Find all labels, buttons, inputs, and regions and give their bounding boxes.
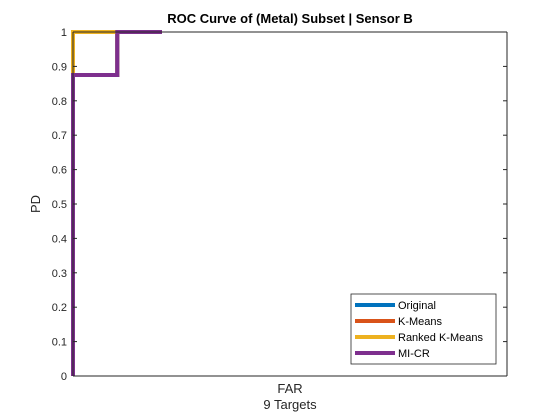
y-tick-label: 0.3: [52, 268, 67, 280]
y-axis-label: PD: [28, 195, 43, 213]
legend-label: Original: [398, 300, 436, 312]
y-tick-label: 0.5: [52, 199, 67, 211]
legend-label: K-Means: [398, 316, 443, 328]
x-axis-label: FAR: [277, 381, 302, 396]
y-tick-label: 0.8: [52, 96, 67, 108]
y-tick-label: 0.6: [52, 165, 67, 177]
y-tick-label: 0.2: [52, 302, 67, 314]
y-tick-label: 0.9: [52, 61, 67, 73]
legend: Original K-Means Ranked K-Means MI-CR: [350, 293, 497, 365]
x-axis-sublabel: 9 Targets: [263, 397, 317, 412]
y-tick-label: 1: [61, 27, 67, 39]
chart-title: ROC Curve of (Metal) Subset | Sensor B: [167, 11, 413, 26]
y-ticks: 0 0.1 0.2 0.3 0.4 0.5 0.6 0.7 0.8 0.9 1: [52, 27, 507, 383]
y-tick-label: 0.7: [52, 130, 67, 142]
y-tick-label: 0: [61, 371, 67, 383]
legend-label: Ranked K-Means: [398, 332, 483, 344]
legend-label: MI-CR: [398, 348, 430, 360]
y-tick-label: 0.1: [52, 337, 67, 349]
y-tick-label: 0.4: [52, 233, 67, 245]
